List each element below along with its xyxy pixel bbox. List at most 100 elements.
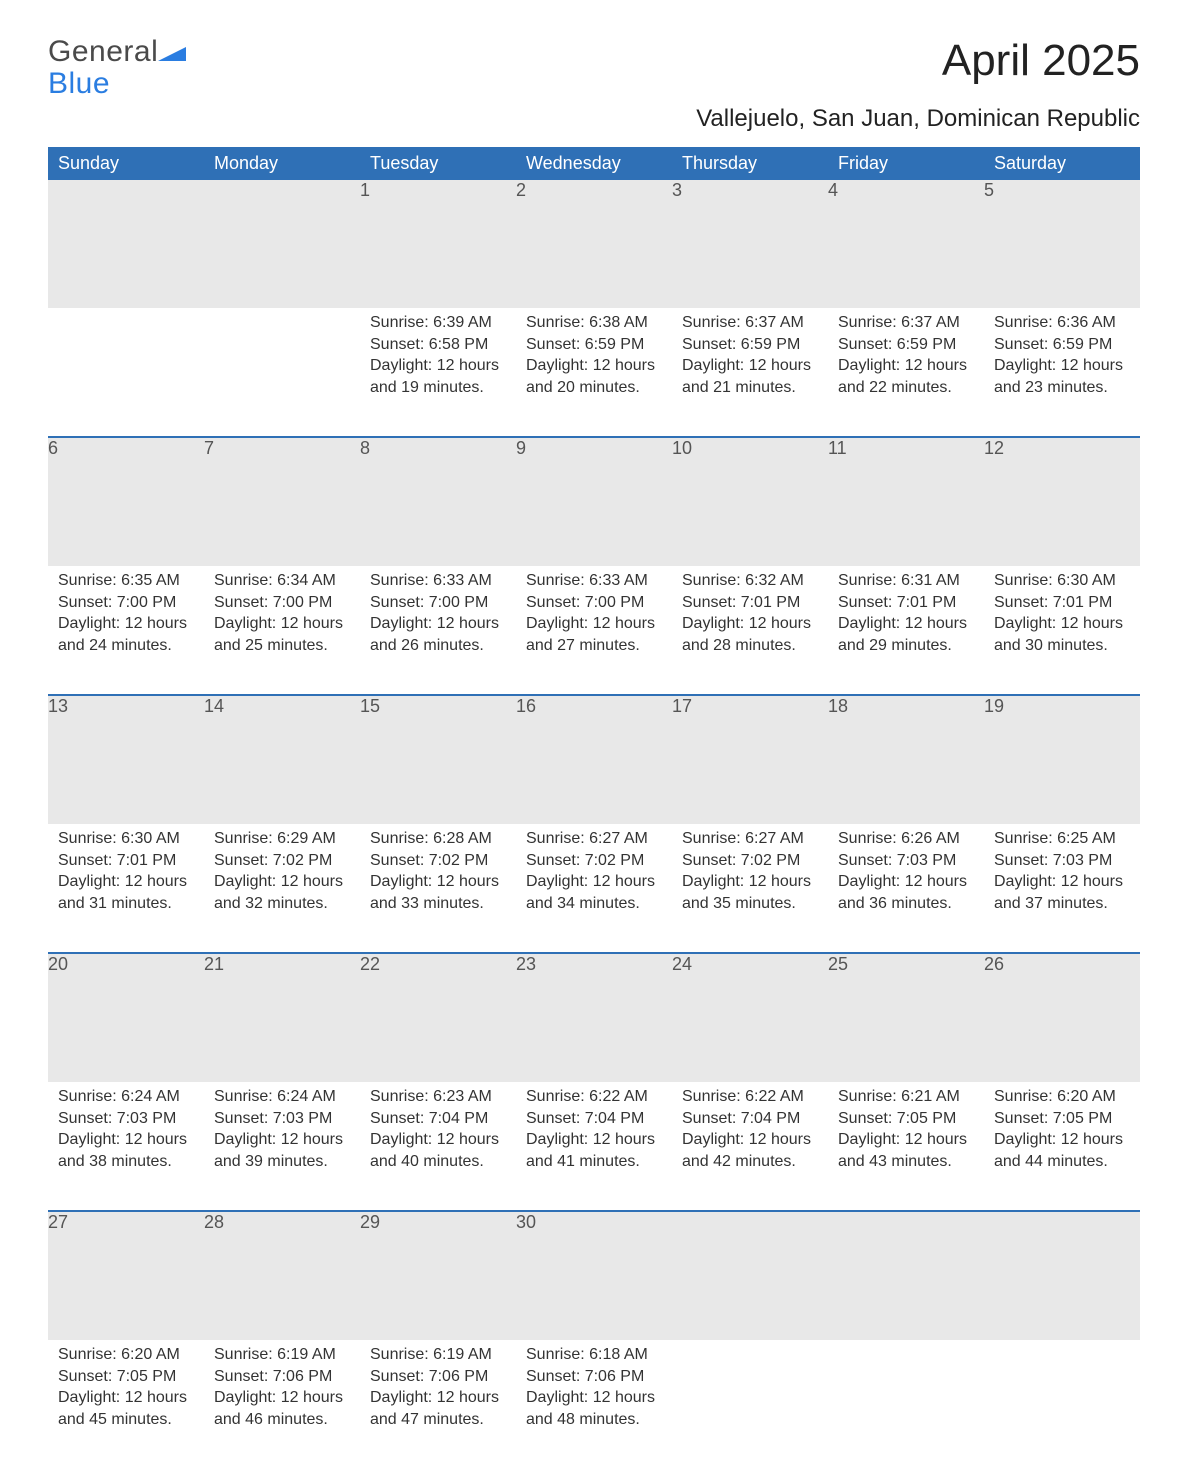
day-details: Sunrise: 6:39 AMSunset: 6:58 PMDaylight:…	[360, 308, 516, 408]
day-details: Sunrise: 6:25 AMSunset: 7:03 PMDaylight:…	[984, 824, 1140, 924]
day-details: Sunrise: 6:38 AMSunset: 6:59 PMDaylight:…	[516, 308, 672, 408]
day-details: Sunrise: 6:37 AMSunset: 6:59 PMDaylight:…	[828, 308, 984, 408]
day-number: 11	[828, 438, 984, 566]
empty-cell	[48, 180, 204, 308]
day-details: Sunrise: 6:33 AMSunset: 7:00 PMDaylight:…	[360, 566, 516, 666]
day-details: Sunrise: 6:35 AMSunset: 7:00 PMDaylight:…	[48, 566, 204, 666]
day-details: Sunrise: 6:33 AMSunset: 7:00 PMDaylight:…	[516, 566, 672, 666]
day-cell: Sunrise: 6:23 AMSunset: 7:04 PMDaylight:…	[360, 1082, 516, 1210]
day-number: 7	[204, 438, 360, 566]
day-cell: Sunrise: 6:34 AMSunset: 7:00 PMDaylight:…	[204, 566, 360, 694]
day-number: 28	[204, 1212, 360, 1340]
dayheader-tuesday: Tuesday	[360, 147, 516, 180]
daybody-row: Sunrise: 6:30 AMSunset: 7:01 PMDaylight:…	[48, 824, 1140, 952]
dayheader-sunday: Sunday	[48, 147, 204, 180]
day-number: 19	[984, 696, 1140, 824]
day-cell: Sunrise: 6:21 AMSunset: 7:05 PMDaylight:…	[828, 1082, 984, 1210]
day-cell: Sunrise: 6:28 AMSunset: 7:02 PMDaylight:…	[360, 824, 516, 952]
day-cell: Sunrise: 6:31 AMSunset: 7:01 PMDaylight:…	[828, 566, 984, 694]
daynum-row: 27282930	[48, 1212, 1140, 1340]
day-number: 13	[48, 696, 204, 824]
brand-logo: General Blue	[48, 36, 186, 99]
title-block: April 2025	[942, 36, 1140, 86]
day-details: Sunrise: 6:31 AMSunset: 7:01 PMDaylight:…	[828, 566, 984, 666]
day-cell: Sunrise: 6:38 AMSunset: 6:59 PMDaylight:…	[516, 308, 672, 436]
day-cell: Sunrise: 6:35 AMSunset: 7:00 PMDaylight:…	[48, 566, 204, 694]
page-title: April 2025	[942, 36, 1140, 86]
daybody-row: Sunrise: 6:35 AMSunset: 7:00 PMDaylight:…	[48, 566, 1140, 694]
day-number: 8	[360, 438, 516, 566]
day-number: 21	[204, 954, 360, 1082]
day-details: Sunrise: 6:24 AMSunset: 7:03 PMDaylight:…	[48, 1082, 204, 1182]
calendar-body: 12345Sunrise: 6:39 AMSunset: 6:58 PMDayl…	[48, 180, 1140, 1468]
day-number: 22	[360, 954, 516, 1082]
daybody-row: Sunrise: 6:24 AMSunset: 7:03 PMDaylight:…	[48, 1082, 1140, 1210]
daybody-row: Sunrise: 6:20 AMSunset: 7:05 PMDaylight:…	[48, 1340, 1140, 1468]
calendar-table: Sunday Monday Tuesday Wednesday Thursday…	[48, 147, 1140, 1468]
day-number: 23	[516, 954, 672, 1082]
day-details: Sunrise: 6:30 AMSunset: 7:01 PMDaylight:…	[48, 824, 204, 924]
day-number: 26	[984, 954, 1140, 1082]
day-number: 24	[672, 954, 828, 1082]
day-details: Sunrise: 6:32 AMSunset: 7:01 PMDaylight:…	[672, 566, 828, 666]
day-details: Sunrise: 6:18 AMSunset: 7:06 PMDaylight:…	[516, 1340, 672, 1440]
day-cell: Sunrise: 6:22 AMSunset: 7:04 PMDaylight:…	[516, 1082, 672, 1210]
day-cell: Sunrise: 6:33 AMSunset: 7:00 PMDaylight:…	[360, 566, 516, 694]
empty-cell	[828, 1212, 984, 1340]
day-number: 25	[828, 954, 984, 1082]
day-details: Sunrise: 6:34 AMSunset: 7:00 PMDaylight:…	[204, 566, 360, 666]
day-cell: Sunrise: 6:30 AMSunset: 7:01 PMDaylight:…	[984, 566, 1140, 694]
day-details: Sunrise: 6:19 AMSunset: 7:06 PMDaylight:…	[204, 1340, 360, 1440]
day-number: 9	[516, 438, 672, 566]
empty-cell	[48, 308, 204, 436]
day-number: 2	[516, 180, 672, 308]
empty-cell	[672, 1340, 828, 1468]
header-row: General Blue April 2025	[48, 36, 1140, 99]
day-cell: Sunrise: 6:30 AMSunset: 7:01 PMDaylight:…	[48, 824, 204, 952]
day-cell: Sunrise: 6:22 AMSunset: 7:04 PMDaylight:…	[672, 1082, 828, 1210]
daynum-row: 6789101112	[48, 438, 1140, 566]
day-number: 3	[672, 180, 828, 308]
day-number: 14	[204, 696, 360, 824]
brand-general: General	[48, 35, 158, 68]
day-cell: Sunrise: 6:32 AMSunset: 7:01 PMDaylight:…	[672, 566, 828, 694]
day-cell: Sunrise: 6:36 AMSunset: 6:59 PMDaylight:…	[984, 308, 1140, 436]
day-cell: Sunrise: 6:39 AMSunset: 6:58 PMDaylight:…	[360, 308, 516, 436]
dayheader-monday: Monday	[204, 147, 360, 180]
day-number: 15	[360, 696, 516, 824]
day-number: 10	[672, 438, 828, 566]
day-details: Sunrise: 6:20 AMSunset: 7:05 PMDaylight:…	[984, 1082, 1140, 1182]
empty-cell	[828, 1340, 984, 1468]
day-number: 16	[516, 696, 672, 824]
location-subtitle: Vallejuelo, San Juan, Dominican Republic	[48, 105, 1140, 133]
day-number: 6	[48, 438, 204, 566]
day-cell: Sunrise: 6:37 AMSunset: 6:59 PMDaylight:…	[828, 308, 984, 436]
day-cell: Sunrise: 6:27 AMSunset: 7:02 PMDaylight:…	[672, 824, 828, 952]
day-cell: Sunrise: 6:29 AMSunset: 7:02 PMDaylight:…	[204, 824, 360, 952]
day-cell: Sunrise: 6:20 AMSunset: 7:05 PMDaylight:…	[984, 1082, 1140, 1210]
dayheader-wednesday: Wednesday	[516, 147, 672, 180]
empty-cell	[672, 1212, 828, 1340]
brand-blue: Blue	[48, 67, 110, 100]
brand-text: General Blue	[48, 36, 186, 99]
day-cell: Sunrise: 6:26 AMSunset: 7:03 PMDaylight:…	[828, 824, 984, 952]
day-number: 12	[984, 438, 1140, 566]
day-cell: Sunrise: 6:24 AMSunset: 7:03 PMDaylight:…	[204, 1082, 360, 1210]
day-cell: Sunrise: 6:20 AMSunset: 7:05 PMDaylight:…	[48, 1340, 204, 1468]
day-number: 27	[48, 1212, 204, 1340]
day-cell: Sunrise: 6:25 AMSunset: 7:03 PMDaylight:…	[984, 824, 1140, 952]
day-cell: Sunrise: 6:33 AMSunset: 7:00 PMDaylight:…	[516, 566, 672, 694]
dayheader-saturday: Saturday	[984, 147, 1140, 180]
day-details: Sunrise: 6:22 AMSunset: 7:04 PMDaylight:…	[672, 1082, 828, 1182]
calendar-page: General Blue April 2025 Vallejuelo, San …	[0, 0, 1188, 918]
day-details: Sunrise: 6:27 AMSunset: 7:02 PMDaylight:…	[516, 824, 672, 924]
dayheader-thursday: Thursday	[672, 147, 828, 180]
daynum-row: 20212223242526	[48, 954, 1140, 1082]
day-number: 1	[360, 180, 516, 308]
day-details: Sunrise: 6:28 AMSunset: 7:02 PMDaylight:…	[360, 824, 516, 924]
day-number: 18	[828, 696, 984, 824]
day-cell: Sunrise: 6:37 AMSunset: 6:59 PMDaylight:…	[672, 308, 828, 436]
day-details: Sunrise: 6:20 AMSunset: 7:05 PMDaylight:…	[48, 1340, 204, 1440]
day-number: 5	[984, 180, 1140, 308]
empty-cell	[204, 180, 360, 308]
